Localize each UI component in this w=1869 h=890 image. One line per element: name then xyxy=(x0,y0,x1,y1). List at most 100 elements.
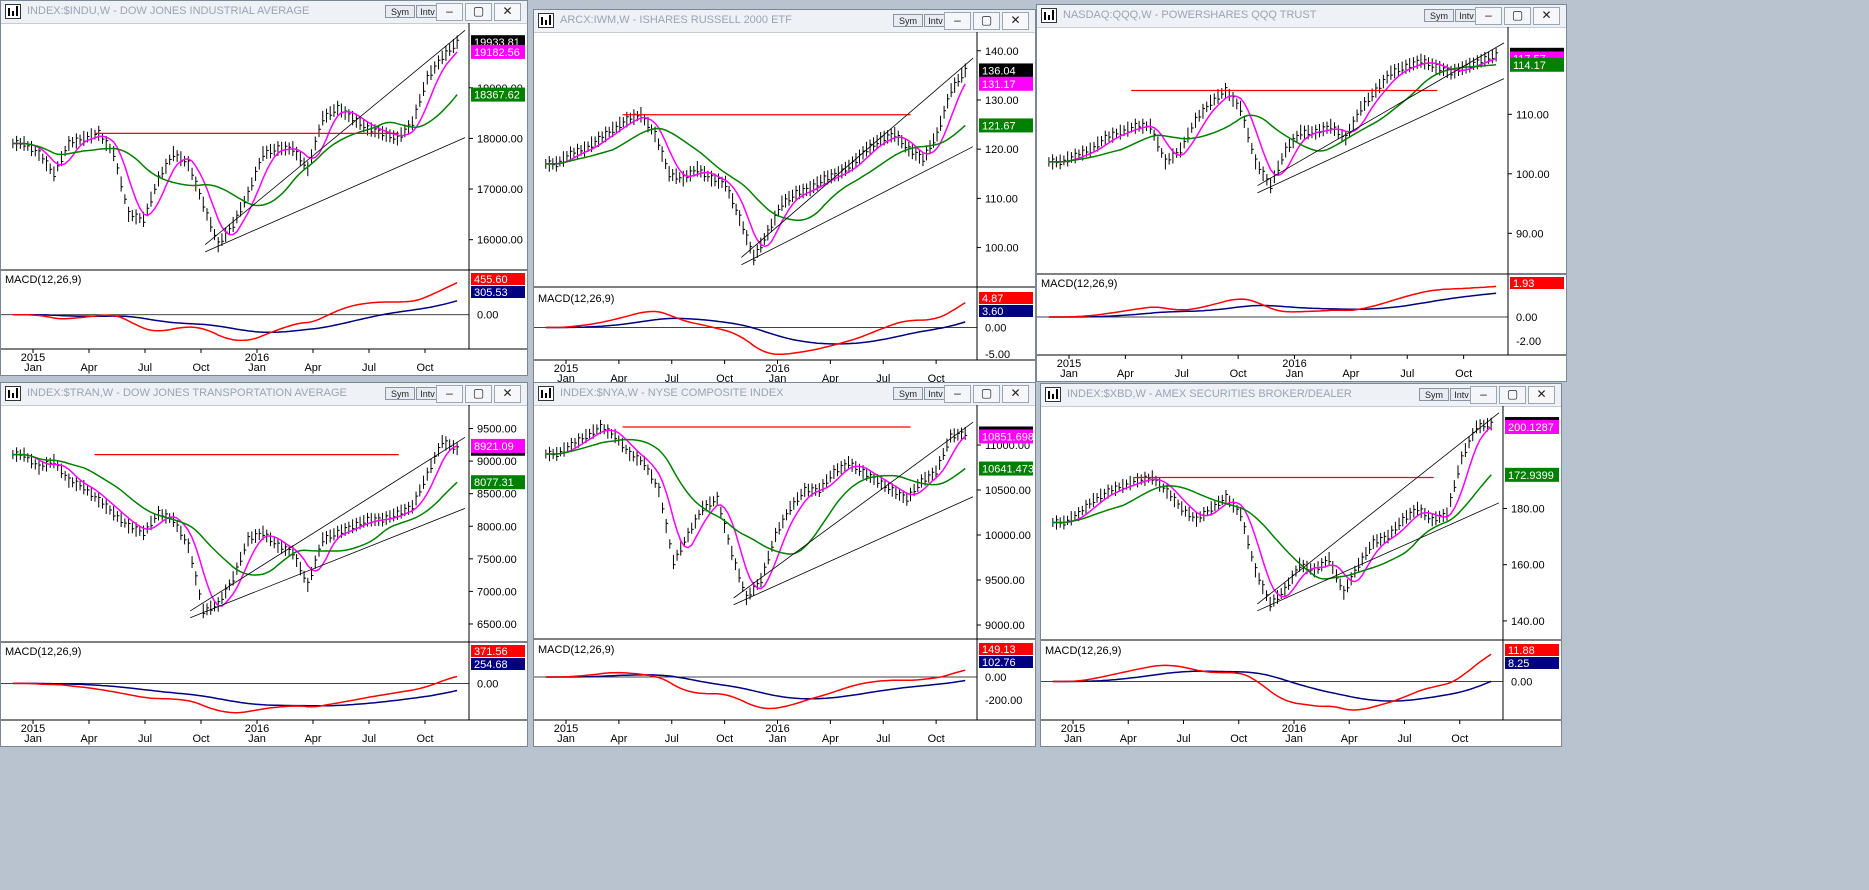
chart-canvas-iwm[interactable]: 140.00 130.00 120.00 110.00 100.00 136.04 131.… xyxy=(534,32,1035,386)
month-label: Apr xyxy=(1341,733,1358,745)
month-label: Apr xyxy=(304,362,321,374)
chart-canvas-indu[interactable]: 19000.0018000.0017000.0016000.0019933.81… xyxy=(1,23,527,375)
month-label: Oct xyxy=(416,362,433,374)
chart-window-qqq[interactable]: NASDAQ:QQQ,W - POWERSHARES QQQ TRUST Sym I… xyxy=(1036,4,1567,382)
macd-axis-tick: -2.00 xyxy=(1516,336,1541,348)
close-button[interactable]: ✕ xyxy=(494,385,521,403)
macd-axis-tick: 0.00 xyxy=(477,310,498,322)
price-tag-background xyxy=(471,44,525,59)
price-axis-tick: 9500.00 xyxy=(477,424,517,436)
title-bar[interactable]: INDEX:$INDU,W - DOW JONES INDUSTRIAL AVE… xyxy=(1,1,527,24)
fast-moving-average-line xyxy=(545,83,966,248)
symbol-button[interactable]: Sym xyxy=(385,5,415,18)
price-axis-tick: 140.00 xyxy=(1511,616,1545,628)
maximize-button[interactable]: ▢ xyxy=(973,385,1000,403)
price-axis-tick: 9000.00 xyxy=(985,620,1025,632)
month-label: Apr xyxy=(304,733,321,745)
month-label: Jan xyxy=(1064,733,1082,745)
chart-window-nya[interactable]: INDEX:$NYA,W - NYSE COMPOSITE INDEX Sym In… xyxy=(533,382,1036,747)
fast-moving-average-line xyxy=(1052,426,1492,598)
price-axis-tick: 130.00 xyxy=(985,95,1019,107)
price-axis-tick: 110.00 xyxy=(985,193,1018,205)
minimize-button[interactable]: – xyxy=(436,3,463,21)
minimize-button[interactable]: – xyxy=(944,385,971,403)
price-bars xyxy=(545,419,968,606)
symbol-button[interactable]: Sym xyxy=(893,387,923,400)
macd-line xyxy=(545,302,966,356)
macd-label: MACD(12,26,9) xyxy=(5,646,81,658)
month-label: Jan xyxy=(248,733,266,745)
minimize-button[interactable]: – xyxy=(1475,7,1502,25)
close-button[interactable]: ✕ xyxy=(1528,386,1555,404)
chart-canvas-nya[interactable]: 11000.0010500.0010000.009500.009000.0011… xyxy=(534,405,1035,746)
chart-app-icon xyxy=(1045,387,1061,402)
chart-window-indu[interactable]: INDEX:$INDU,W - DOW JONES INDUSTRIAL AVE… xyxy=(0,0,528,376)
title-bar[interactable]: INDEX:$NYA,W - NYSE COMPOSITE INDEX Sym In… xyxy=(534,383,1035,406)
month-label: Oct xyxy=(192,733,209,745)
price-axis-tick: 100.00 xyxy=(1516,169,1550,181)
slow-moving-average-line xyxy=(1048,64,1497,163)
macd-tag: 4.87 xyxy=(982,293,1003,305)
macd-tag-background xyxy=(1510,277,1564,289)
month-label: Jul xyxy=(1175,368,1189,380)
lower-trendline xyxy=(741,146,974,266)
chart-window-iwm[interactable]: ARCX:IWM,W - ISHARES RUSSELL 2000 ETF Sym… xyxy=(533,9,1036,387)
title-bar[interactable]: ARCX:IWM,W - ISHARES RUSSELL 2000 ETF Sym… xyxy=(534,10,1035,33)
price-axis-tick: 9000.00 xyxy=(477,456,517,468)
lower-trendline xyxy=(1257,502,1500,612)
title-bar[interactable]: INDEX:$XBD,W - AMEX SECURITIES BROKER/DE… xyxy=(1041,384,1561,407)
macd-line xyxy=(12,675,458,714)
macd-axis-tick: -200.00 xyxy=(985,695,1022,707)
maximize-button[interactable]: ▢ xyxy=(1504,7,1531,25)
symbol-button[interactable]: Sym xyxy=(1419,388,1449,401)
macd-tag: 305.53 xyxy=(474,287,508,299)
chart-window-tran[interactable]: INDEX:$TRAN,W - DOW JONES TRANSPORTATION… xyxy=(0,382,528,747)
macd-signal-line xyxy=(545,674,966,700)
title-bar[interactable]: NASDAQ:QQQ,W - POWERSHARES QQQ TRUST Sym I… xyxy=(1037,5,1566,28)
close-button[interactable]: ✕ xyxy=(1533,7,1560,25)
macd-tag-background xyxy=(471,273,525,285)
month-label: Oct xyxy=(1230,733,1247,745)
month-label: Oct xyxy=(1230,368,1247,380)
title-bar[interactable]: INDEX:$TRAN,W - DOW JONES TRANSPORTATION… xyxy=(1,383,527,406)
maximize-button[interactable]: ▢ xyxy=(465,385,492,403)
lower-trendline xyxy=(190,507,466,619)
minimize-button[interactable]: – xyxy=(1470,386,1497,404)
price-axis-tick: 18000.00 xyxy=(477,133,523,145)
symbol-button[interactable]: Sym xyxy=(385,387,415,400)
chart-canvas-tran[interactable]: 9500.00 9000.00 8500.00 8000.00 7500.00 7000.… xyxy=(1,405,527,746)
price-axis-tick: 9500.00 xyxy=(985,575,1025,587)
price-tag-background xyxy=(471,87,525,102)
window-title: INDEX:$INDU,W - DOW JONES INDUSTRIAL AVE… xyxy=(27,5,310,17)
maximize-button[interactable]: ▢ xyxy=(465,3,492,21)
minimize-button[interactable]: – xyxy=(944,12,971,30)
macd-line xyxy=(1052,653,1492,711)
upper-trendline xyxy=(733,421,974,599)
macd-tag-background xyxy=(979,292,1033,304)
lower-trendline xyxy=(733,496,974,606)
close-button[interactable]: ✕ xyxy=(494,3,521,21)
chart-window-xbd[interactable]: INDEX:$XBD,W - AMEX SECURITIES BROKER/DE… xyxy=(1040,383,1562,747)
price-tag: 8077.31 xyxy=(474,477,514,489)
maximize-button[interactable]: ▢ xyxy=(973,12,1000,30)
close-button[interactable]: ✕ xyxy=(1002,385,1029,403)
price-axis-tick: 17000.00 xyxy=(477,184,523,196)
macd-tag: 1.93 xyxy=(1513,278,1534,290)
month-label: Jan xyxy=(1060,368,1078,380)
symbol-button[interactable]: Sym xyxy=(893,14,923,27)
month-label: Apr xyxy=(822,733,839,745)
chart-canvas-qqq[interactable]: 110.00100.0090.00120.20117.57114.17MACD(… xyxy=(1037,27,1566,381)
fast-moving-average-line xyxy=(545,429,966,590)
macd-signal-line xyxy=(12,300,458,334)
symbol-button[interactable]: Sym xyxy=(1424,9,1454,22)
minimize-button[interactable]: – xyxy=(436,385,463,403)
close-button[interactable]: ✕ xyxy=(1002,12,1029,30)
fast-moving-average-line xyxy=(12,51,458,236)
price-tag-background xyxy=(471,438,525,453)
maximize-button[interactable]: ▢ xyxy=(1499,386,1526,404)
year-label: 2015 xyxy=(1057,358,1081,370)
month-label: Jan xyxy=(24,733,42,745)
month-label: Apr xyxy=(80,362,97,374)
price-axis-tick: 7500.00 xyxy=(477,554,517,566)
chart-canvas-xbd[interactable]: 180.00160.00140.00209.8116200.1287172.93… xyxy=(1041,406,1561,746)
